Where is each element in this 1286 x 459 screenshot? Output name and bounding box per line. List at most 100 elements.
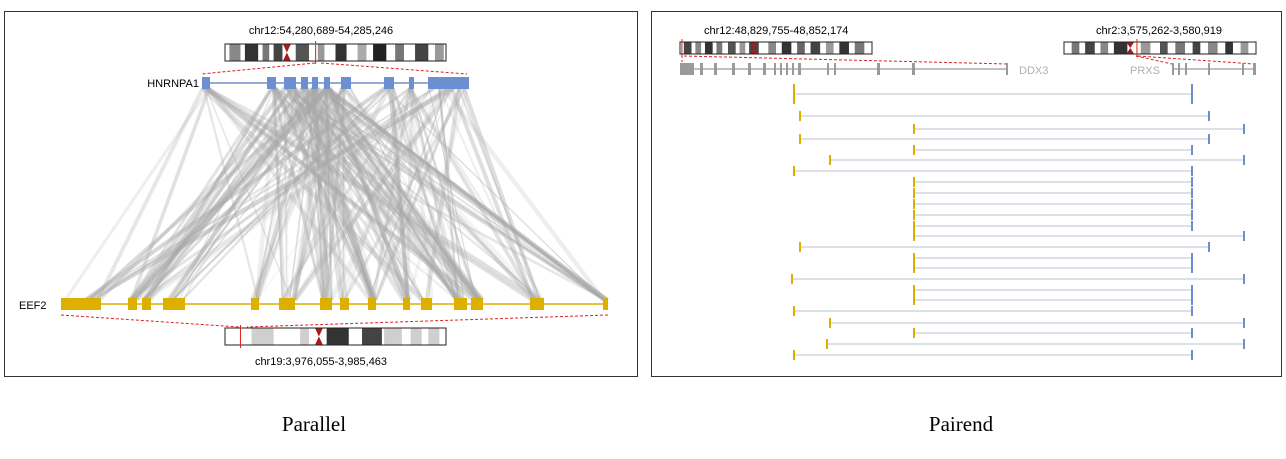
- exon: [454, 298, 467, 310]
- junction-link: [314, 86, 609, 302]
- junction-link: [438, 87, 535, 301]
- junction-link: [130, 86, 329, 302]
- ideogram-band: [410, 328, 422, 345]
- ideogram-band: [395, 44, 405, 61]
- junction-link: [327, 87, 424, 301]
- junction-link: [271, 87, 325, 301]
- junction-link: [205, 87, 293, 301]
- zoom-line: [1135, 55, 1173, 65]
- junction-link: [95, 87, 205, 301]
- ideogram-band: [683, 42, 692, 54]
- junction-link: [254, 87, 317, 301]
- junction-link: [272, 86, 375, 302]
- junction-link: [300, 87, 605, 301]
- zoom-line: [683, 55, 1009, 65]
- eef2-gene-track: [61, 298, 608, 310]
- junction-link: [409, 87, 545, 301]
- junction-link: [83, 86, 387, 302]
- junction-link: [345, 87, 413, 301]
- ideogram-band: [428, 328, 440, 345]
- junction-link: [438, 87, 465, 301]
- junction-link: [311, 87, 331, 301]
- junction-link: [328, 86, 446, 302]
- ideogram-band: [1225, 42, 1233, 54]
- junction-link: [288, 86, 485, 302]
- ideogram-border: [224, 327, 447, 346]
- junction-link: [143, 87, 274, 301]
- junction-link: [310, 87, 344, 301]
- junction-link: [206, 86, 372, 302]
- exon: [202, 77, 210, 89]
- exon: [384, 77, 394, 89]
- exon: [279, 298, 295, 310]
- junction-link: [349, 87, 460, 301]
- junction-link: [253, 87, 345, 301]
- ideogram-band: [362, 328, 382, 345]
- ideogram-band: [854, 42, 865, 54]
- ideogram-band: [749, 42, 759, 54]
- junction-link: [367, 87, 448, 301]
- junction-link: [178, 87, 276, 301]
- zoom-line: [200, 62, 316, 75]
- junction-link: [326, 87, 376, 301]
- exon: [128, 298, 137, 310]
- junction-link: [288, 87, 543, 301]
- ddx3-exon: [748, 63, 751, 75]
- junction-link: [293, 87, 376, 301]
- exon: [284, 77, 296, 89]
- junction-link: [306, 87, 333, 301]
- junction-link: [172, 87, 389, 301]
- ideogram-band: [244, 44, 259, 61]
- junction-link: [83, 87, 436, 301]
- right-gene-label: PRXS: [1130, 65, 1160, 77]
- ideogram-band: [781, 42, 792, 54]
- parallel-panel: chr12:54,280,689-54,285,246 HNRNPA1 EEF2…: [4, 11, 638, 377]
- junction-link: [329, 87, 455, 301]
- ideogram-band: [1071, 42, 1080, 54]
- junction-link: [182, 87, 297, 301]
- bottom-zoom-lines: [60, 314, 609, 328]
- junction-link: [292, 86, 482, 302]
- junction-link: [166, 86, 320, 302]
- junction-links: [63, 85, 610, 303]
- junction-link: [441, 86, 606, 302]
- junction-link: [461, 87, 541, 301]
- junction-link: [271, 86, 405, 302]
- ideogram-band: [728, 42, 736, 54]
- ideogram-band: [839, 42, 849, 54]
- pairend-caption: Pairend: [928, 412, 994, 436]
- exon: [409, 77, 414, 89]
- exon: [301, 77, 308, 89]
- junction-link: [314, 87, 423, 301]
- junction-link: [288, 87, 318, 301]
- junction-link: [293, 86, 467, 302]
- junction-link: [284, 87, 604, 301]
- junction-link: [291, 87, 327, 301]
- ideogram-band: [716, 42, 723, 54]
- junction-link: [171, 87, 393, 301]
- junction-link: [252, 87, 308, 301]
- junction-link: [304, 87, 481, 301]
- prxs-exon: [1242, 63, 1244, 75]
- ddx3-exon: [732, 63, 735, 75]
- junction-link: [388, 87, 410, 301]
- top-gene-label: HNRNPA1: [147, 78, 199, 90]
- junction-link: [374, 87, 451, 301]
- junction-link: [130, 86, 287, 302]
- junction-link: [305, 87, 327, 301]
- ddx3-exon: [827, 63, 829, 75]
- bottom-region-label: chr19:3,976,055-3,985,463: [255, 356, 387, 368]
- ideogram-border: [224, 43, 447, 62]
- junction-link: [172, 87, 326, 301]
- exon: [142, 298, 151, 310]
- junction-link: [328, 86, 481, 302]
- ddx3-exon: [798, 63, 801, 75]
- exon: [251, 298, 259, 310]
- junction-link: [251, 87, 331, 301]
- junction-link: [291, 87, 344, 301]
- junction-link: [301, 87, 458, 301]
- junction-link: [280, 87, 412, 301]
- junction-link: [325, 87, 347, 301]
- junction-link: [438, 87, 459, 301]
- junction-link: [249, 87, 344, 301]
